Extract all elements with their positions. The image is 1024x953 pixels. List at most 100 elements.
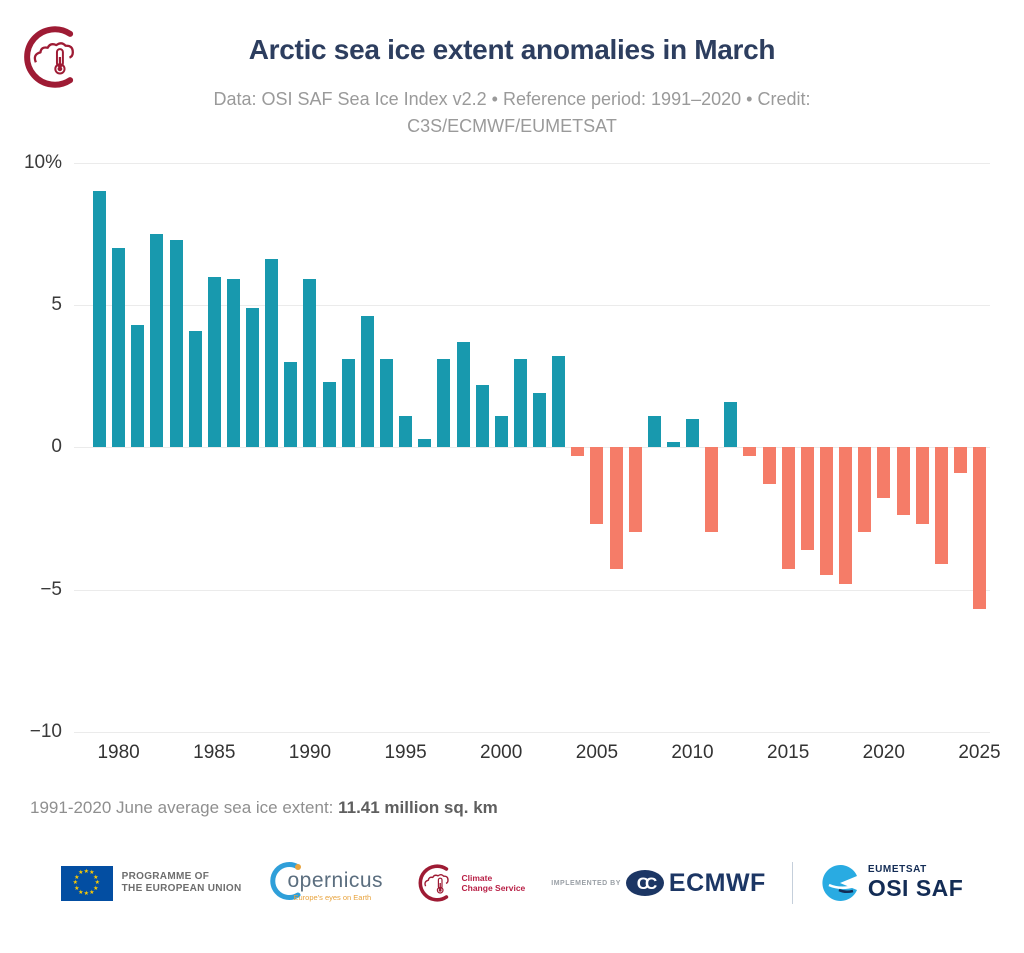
- y-axis-label-0: 0: [51, 436, 62, 458]
- subtitle-line-2: C3S/ECMWF/EUMETSAT: [407, 116, 617, 136]
- c3s-footer-logo: Climate Change Service: [416, 862, 526, 904]
- bar-2025: [973, 447, 986, 610]
- bar-1980: [112, 248, 126, 448]
- eu-star-icon: ★: [93, 885, 99, 892]
- bar-2010: [686, 418, 699, 448]
- copernicus-c-icon: [269, 862, 301, 900]
- bar-1997: [437, 359, 451, 448]
- footer-divider: [791, 862, 793, 904]
- footnote-value: 11.41 million sq. km: [338, 798, 498, 817]
- bar-2007: [628, 447, 642, 533]
- ecmwf-name: ECMWF: [668, 868, 766, 897]
- bar-1979: [93, 191, 106, 448]
- bar-2001: [513, 359, 527, 448]
- eu-star-icon: ★: [74, 885, 80, 892]
- bar-1988: [265, 259, 279, 448]
- ecmwf-logo: IMPLEMENTED BY CC ECMWF: [551, 869, 766, 898]
- bar-2013: [743, 447, 757, 456]
- bar-1996: [418, 438, 432, 448]
- eu-programme-logo: ★ ★ ★ ★ ★ ★ ★ ★ ★ ★ ★ ★ PROGRAMME OF THE EUROPEAN U…: [60, 865, 242, 901]
- page-title: Arctic sea ice extent anomalies in March: [248, 34, 776, 65]
- bar-1990: [303, 279, 317, 448]
- c3s-footer-icon: [416, 862, 456, 904]
- x-axis-label-1990: 1990: [288, 742, 332, 763]
- bar-2018: [839, 447, 853, 584]
- x-axis-label-2005: 2005: [575, 742, 619, 763]
- bar-2017: [819, 447, 833, 576]
- bar-1983: [169, 239, 183, 448]
- gridline-0: [74, 447, 990, 449]
- gridline--5: [74, 589, 990, 591]
- bar-2003: [552, 356, 566, 448]
- ecmwf-emblem-icon: CC: [625, 870, 664, 896]
- x-axis-label-1980: 1980: [97, 742, 140, 763]
- bar-1998: [456, 341, 470, 448]
- bar-2023: [934, 447, 948, 564]
- eu-star-icon: ★: [83, 869, 90, 875]
- gridline-10: [74, 162, 990, 164]
- x-axis-label-1995: 1995: [384, 742, 427, 763]
- c3s-line2: Change Service: [461, 883, 526, 893]
- bar-1989: [284, 361, 298, 448]
- x-axis-label-2015: 2015: [767, 742, 810, 763]
- bar-1985: [207, 276, 221, 448]
- eu-star-icon: ★: [89, 889, 95, 896]
- chart-subtitle: Data: OSI SAF Sea Ice Index v2.2 • Refer…: [0, 86, 1024, 140]
- bar-1987: [246, 307, 259, 448]
- bar-2019: [858, 447, 872, 533]
- subtitle-line-1: Data: OSI SAF Sea Ice Index v2.2 • Refer…: [213, 89, 811, 109]
- eu-star-icon: ★: [94, 880, 101, 886]
- bar-1986: [226, 279, 240, 448]
- x-axis-label-2010: 2010: [671, 742, 714, 763]
- bar-2009: [666, 441, 680, 448]
- eu-programme-line1: PROGRAMME OF: [121, 871, 210, 882]
- bar-2021: [896, 447, 910, 516]
- bar-1991: [322, 381, 336, 448]
- bar-2004: [571, 447, 585, 456]
- bar-2008: [647, 415, 661, 448]
- osisaf-logo: EUMETSAT OSI SAF: [819, 862, 964, 904]
- bar-2006: [609, 447, 623, 570]
- osisaf-name: OSI SAF: [867, 875, 964, 901]
- bar-2012: [724, 401, 738, 448]
- bar-1999: [475, 384, 489, 448]
- eu-star-icon: ★: [83, 891, 90, 897]
- bar-1995: [399, 415, 413, 448]
- c3s-line1: Climate: [461, 873, 493, 883]
- gridline-5: [74, 304, 990, 306]
- bar-2024: [953, 447, 967, 473]
- implemented-by-label: IMPLEMENTED BY: [551, 879, 621, 887]
- gridline--10: [74, 731, 990, 733]
- copernicus-logo: opernicus Europe's eyes on Earth: [268, 859, 390, 907]
- footer-logo-bar: ★ ★ ★ ★ ★ ★ ★ ★ ★ ★ ★ ★ PROGRAMME OF THE EUROPEAN U…: [0, 852, 1024, 914]
- bar-2011: [705, 447, 719, 533]
- eu-star-icon: ★: [78, 870, 84, 877]
- copernicus-tagline: Europe's eyes on Earth: [293, 893, 372, 902]
- bar-2020: [877, 447, 891, 499]
- eu-star-icon: ★: [93, 874, 99, 881]
- x-axis-label-2000: 2000: [480, 742, 523, 763]
- osisaf-brand: EUMETSAT: [867, 864, 927, 875]
- bar-1992: [341, 359, 355, 448]
- bar-2022: [915, 447, 929, 524]
- bar-2000: [494, 415, 508, 448]
- bar-2014: [762, 447, 776, 485]
- bar-2015: [781, 447, 795, 570]
- reference-footnote: 1991-2020 June average sea ice extent: 1…: [30, 798, 498, 818]
- y-axis-label-5: 5: [51, 293, 62, 315]
- y-axis-label-10: 10%: [23, 151, 62, 173]
- footnote-prefix: 1991-2020 June average sea ice extent:: [30, 798, 339, 817]
- bar-2005: [590, 447, 604, 524]
- eu-flag-icon: ★ ★ ★ ★ ★ ★ ★ ★ ★ ★ ★ ★: [60, 865, 113, 901]
- eu-star-icon: ★: [72, 880, 79, 886]
- eu-star-icon: ★: [78, 889, 84, 896]
- bar-1982: [150, 233, 164, 448]
- bar-1984: [188, 330, 202, 448]
- x-axis-label-1985: 1985: [193, 742, 236, 763]
- y-axis-label--5: −5: [40, 578, 62, 600]
- bar-2016: [800, 447, 814, 550]
- x-axis-label-2020: 2020: [862, 742, 905, 763]
- bar-1994: [379, 359, 393, 448]
